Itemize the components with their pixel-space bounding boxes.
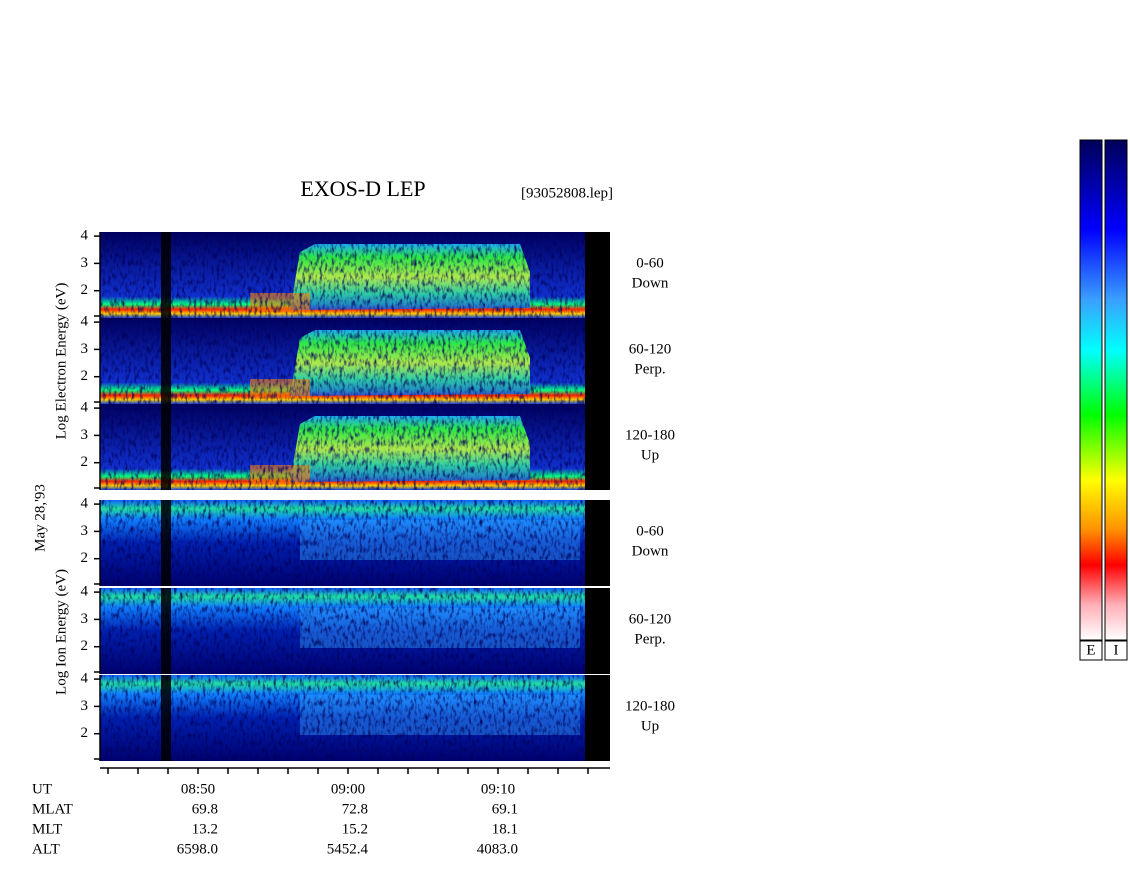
panel-direction: Up [641,718,659,734]
panel-direction: Down [632,275,669,291]
spectrogram-panel [100,404,610,490]
y-tick-label: 3 [81,255,89,271]
y-tick-label: 3 [81,341,89,357]
orbit-value: 69.1 [492,801,518,817]
panel-direction: Up [641,447,659,463]
data-gap [585,588,610,674]
y-tick-label: 4 [81,400,89,416]
y-tick-label: 4 [81,314,89,330]
data-gap [585,675,610,761]
y-tick-label: 4 [81,671,89,687]
orbit-name: UT [32,781,52,797]
y-tick-label: 4 [81,228,89,244]
orbit-value: 13.2 [192,821,218,837]
data-gap [585,232,610,318]
orbit-name: MLAT [32,801,73,817]
y-tick-label: 2 [81,725,89,741]
spectrogram-panel [100,588,610,674]
panel-direction: Perp. [634,361,665,377]
y-tick-label: 3 [81,611,89,627]
spectrogram-panel [100,232,610,318]
orbit-value: 15.2 [342,821,368,837]
y-axis-label: Log Ion Energy (eV) [53,569,69,695]
orbit-value: 5452.4 [327,841,369,857]
orbit-name: MLT [32,821,62,837]
y-tick-label: 3 [81,427,89,443]
x-tick-label: 09:00 [331,781,365,797]
orbit-name: ALT [32,841,60,857]
y-tick-label: 2 [81,638,89,654]
spectrogram-texture [100,500,610,586]
data-gap [161,588,171,674]
spectrogram-texture [100,675,610,761]
panel-angle: 60-120 [629,611,672,627]
colorbar-label-box [1079,640,1103,661]
y-tick-label: 2 [81,454,89,470]
chart-title: EXOS-D LEP [300,176,425,201]
orbit-value: 72.8 [342,801,368,817]
data-gap [161,318,171,404]
panel-angle: 120-180 [625,427,675,443]
data-gap [585,404,610,490]
y-tick-label: 2 [81,368,89,384]
y-tick-label: 4 [81,584,89,600]
spectrogram-panel [100,318,610,404]
colorbar-label-box [1104,640,1128,661]
panel-angle: 0-60 [636,523,664,539]
panel-angle: 0-60 [636,255,664,271]
data-gap [161,675,171,761]
spectrogram-texture [100,588,610,674]
orbit-value: 69.8 [192,801,218,817]
data-gap [161,404,171,490]
y-tick-label: 4 [81,496,89,512]
colorbar [1104,139,1128,641]
y-tick-label: 2 [81,282,89,298]
orbit-value: 18.1 [492,821,518,837]
panel-direction: Perp. [634,631,665,647]
panel-direction: Down [632,543,669,559]
orbit-value: 4083.0 [477,841,518,857]
spectrogram-panel [100,675,610,761]
colorbar [1079,139,1103,641]
orbit-value: 6598.0 [177,841,218,857]
x-tick-label: 09:10 [481,781,515,797]
y-tick-label: 3 [81,698,89,714]
panel-angle: 60-120 [629,341,672,357]
spectrogram-texture [100,232,610,318]
spectrogram-texture [100,404,610,490]
y-tick-label: 3 [81,523,89,539]
data-gap [585,318,610,404]
panel-angle: 120-180 [625,698,675,714]
colorbar-label: I [1114,642,1119,658]
x-tick-label: 08:50 [181,781,215,797]
spectrogram-texture [100,318,610,404]
spectrogram-panel [100,500,610,586]
y-tick-label: 2 [81,550,89,566]
colorbar-label: E [1086,642,1095,658]
y-axis-label: Log Electron Energy (eV) [53,283,69,440]
file-label: [93052808.lep] [521,185,613,201]
data-gap [161,500,171,586]
data-gap [161,232,171,318]
data-gap [585,500,610,586]
date-label: May 28,'93 [32,484,48,552]
